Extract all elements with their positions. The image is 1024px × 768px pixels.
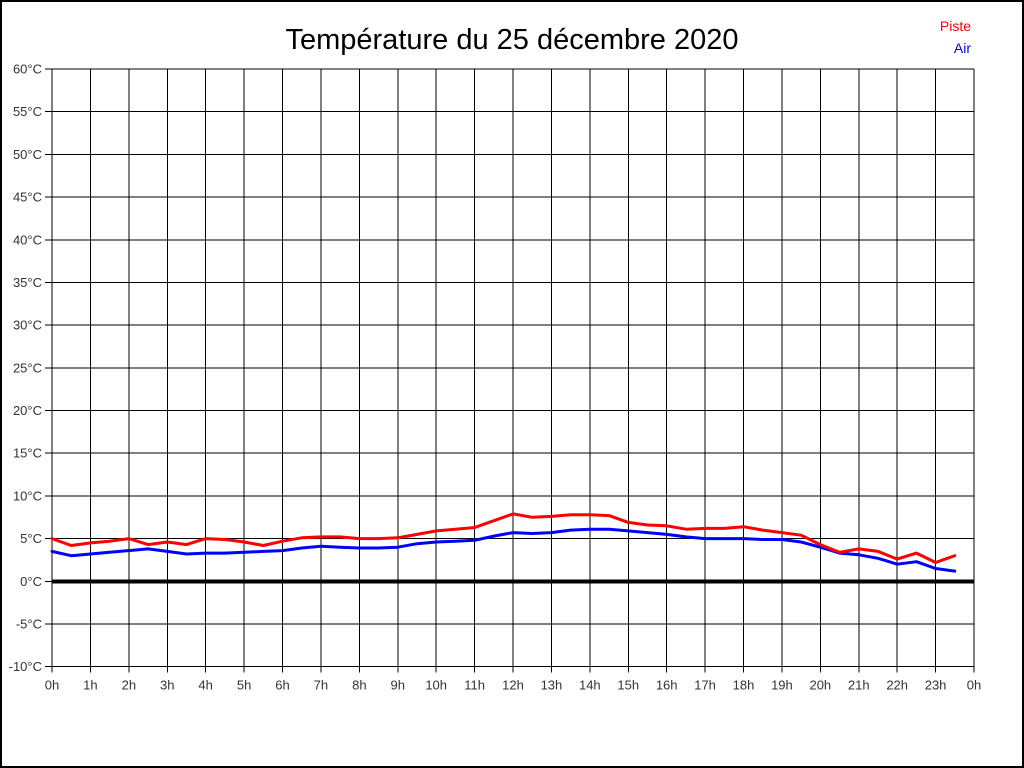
x-tick-label: 2h	[122, 678, 136, 693]
y-tick-label: 50°C	[13, 147, 42, 162]
x-tick-label: 5h	[237, 678, 251, 693]
legend-piste-label: Piste	[939, 18, 971, 34]
y-tick-label: 0°C	[20, 574, 42, 589]
y-tick-label: 30°C	[13, 318, 42, 333]
x-tick-label: 8h	[352, 678, 366, 693]
x-tick-label: 17h	[694, 678, 716, 693]
y-tick-label: 35°C	[13, 275, 42, 290]
x-tick-label: 15h	[617, 678, 639, 693]
series-line-piste	[50, 512, 957, 564]
y-tick-label: 25°C	[13, 360, 42, 375]
y-tick-label: 55°C	[13, 104, 42, 119]
x-tick-label: 9h	[391, 678, 405, 693]
y-tick-label: 60°C	[13, 62, 42, 77]
x-tick-label: 21h	[848, 678, 870, 693]
x-tick-label: 13h	[541, 678, 563, 693]
y-tick-label: 5°C	[20, 531, 42, 546]
x-tick-label: 0h	[45, 678, 59, 693]
x-tick-label: 6h	[275, 678, 289, 693]
x-tick-label: 3h	[160, 678, 174, 693]
series-line-air	[50, 527, 957, 573]
x-tick-label: 0h	[967, 678, 981, 693]
x-tick-label: 11h	[464, 678, 485, 693]
x-tick-label: 22h	[886, 678, 908, 693]
y-tick-label: 40°C	[13, 232, 42, 247]
x-tick-label: 10h	[425, 678, 447, 693]
x-tick-label: 16h	[656, 678, 678, 693]
x-tick-label: 19h	[771, 678, 793, 693]
x-tick-label: 1h	[83, 678, 97, 693]
chart-title: Température du 25 décembre 2020	[285, 24, 739, 56]
y-tick-label: 15°C	[13, 446, 42, 461]
legend-air-label: Air	[953, 40, 971, 56]
x-tick-label: 18h	[733, 678, 755, 693]
y-tick-label: 45°C	[13, 190, 42, 205]
x-tick-label: 20h	[809, 678, 831, 693]
x-tick-label: 14h	[579, 678, 601, 693]
y-tick-label: -10°C	[9, 659, 42, 674]
x-tick-label: 7h	[314, 678, 328, 693]
x-tick-label: 12h	[502, 678, 524, 693]
y-tick-label: -5°C	[16, 617, 42, 632]
x-tick-label: 4h	[198, 678, 212, 693]
y-tick-label: 20°C	[13, 403, 42, 418]
x-tick-label: 23h	[925, 678, 947, 693]
y-tick-label: 10°C	[13, 488, 42, 503]
chart-legend: Piste Air	[940, 15, 971, 59]
